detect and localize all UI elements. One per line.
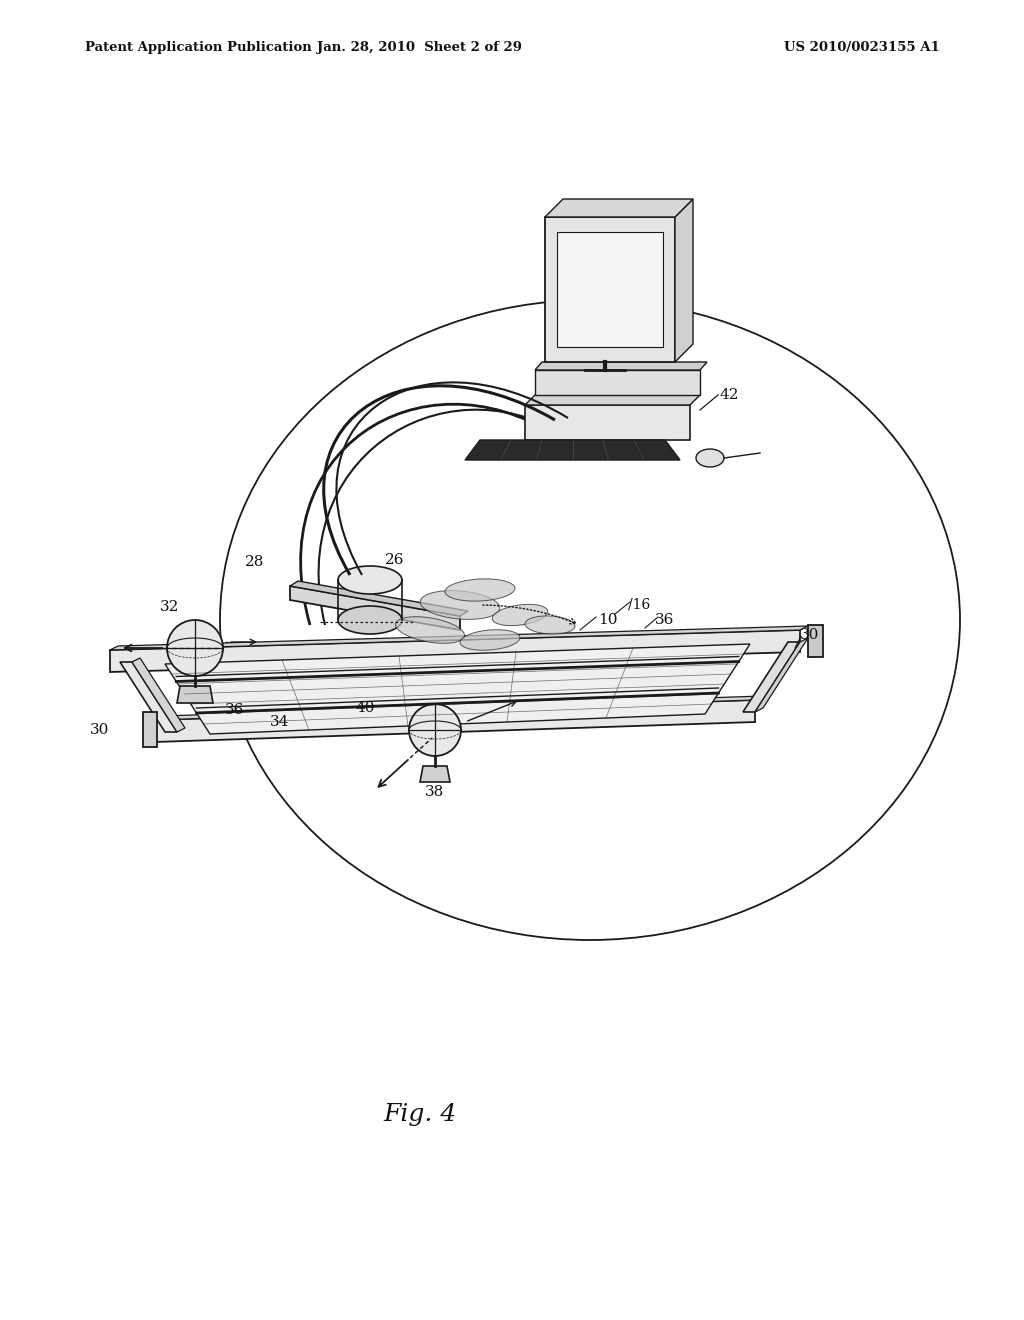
Text: 32: 32: [160, 601, 179, 614]
Polygon shape: [290, 581, 468, 616]
Ellipse shape: [525, 616, 574, 634]
Polygon shape: [110, 626, 808, 649]
Polygon shape: [545, 199, 693, 216]
Text: 42: 42: [720, 388, 739, 403]
Ellipse shape: [338, 566, 402, 594]
Ellipse shape: [493, 605, 548, 626]
Polygon shape: [120, 663, 177, 733]
Polygon shape: [465, 440, 680, 459]
Polygon shape: [557, 232, 663, 347]
Polygon shape: [420, 766, 450, 781]
Polygon shape: [545, 216, 675, 362]
Ellipse shape: [395, 616, 465, 643]
Text: Fig. 4: Fig. 4: [383, 1104, 457, 1126]
Text: 30: 30: [800, 628, 819, 642]
Polygon shape: [110, 630, 800, 672]
Text: 10: 10: [598, 612, 617, 627]
Text: 36: 36: [655, 612, 675, 627]
Circle shape: [409, 704, 461, 756]
Text: US 2010/0023155 A1: US 2010/0023155 A1: [784, 41, 940, 54]
Text: 30: 30: [90, 723, 110, 737]
Polygon shape: [675, 199, 693, 362]
Polygon shape: [155, 696, 763, 719]
Polygon shape: [143, 711, 157, 747]
Text: 28: 28: [245, 554, 264, 569]
Polygon shape: [525, 395, 700, 405]
Polygon shape: [743, 642, 800, 711]
Ellipse shape: [445, 579, 515, 601]
Polygon shape: [290, 586, 460, 630]
Polygon shape: [755, 638, 808, 711]
Text: Patent Application Publication: Patent Application Publication: [85, 41, 311, 54]
Polygon shape: [177, 686, 213, 704]
Polygon shape: [132, 657, 185, 733]
Text: 36: 36: [225, 704, 245, 717]
Polygon shape: [808, 624, 823, 657]
Polygon shape: [525, 405, 690, 440]
Ellipse shape: [460, 630, 520, 651]
Text: 26: 26: [385, 553, 404, 568]
Polygon shape: [165, 644, 750, 734]
Text: 34: 34: [270, 715, 290, 729]
Ellipse shape: [338, 606, 402, 634]
Text: Jan. 28, 2010  Sheet 2 of 29: Jan. 28, 2010 Sheet 2 of 29: [317, 41, 522, 54]
Polygon shape: [155, 700, 755, 742]
Ellipse shape: [696, 449, 724, 467]
Polygon shape: [535, 370, 700, 395]
Polygon shape: [535, 362, 707, 370]
Circle shape: [167, 620, 223, 676]
Text: /16: /16: [628, 598, 650, 612]
Ellipse shape: [420, 590, 500, 619]
Text: 38: 38: [425, 785, 444, 799]
Text: 40: 40: [355, 701, 375, 715]
